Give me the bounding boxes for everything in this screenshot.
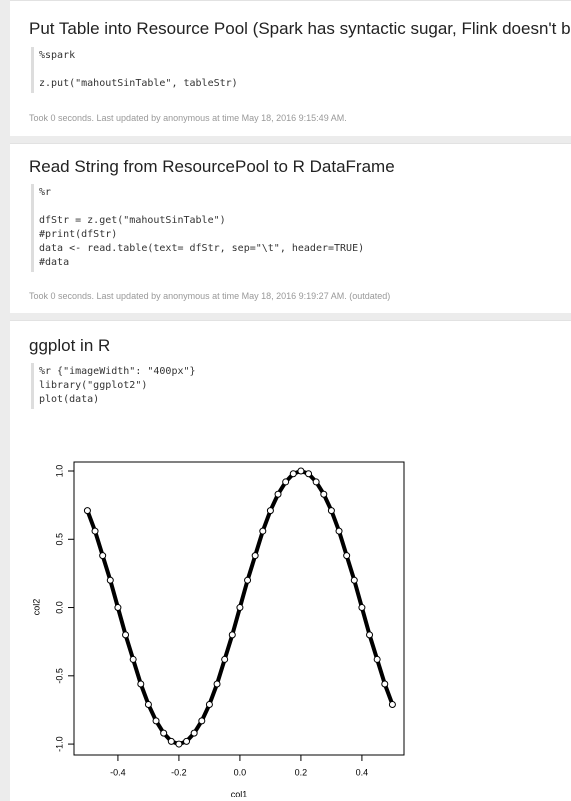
point [137,680,145,688]
code-line: plot(data) [39,394,100,405]
point [373,655,381,663]
point [251,552,259,560]
paragraph: Read String from ResourcePool to R DataF… [10,143,571,313]
code-line: %r [39,187,52,198]
point [343,552,351,560]
x-tick-label: -0.4 [110,767,126,777]
point [198,717,206,725]
point [175,740,183,748]
plot-frame [73,461,405,756]
code-line: library("ggplot2") [39,380,148,391]
point [183,737,191,745]
point [221,655,229,663]
point [114,604,122,612]
paragraph-title: Put Table into Resource Pool (Spark has … [29,19,571,38]
point [106,576,114,584]
code-line: %spark [39,50,76,61]
code-line: data <- read.table(text= dfStr, sep="\t"… [39,243,365,254]
point [228,631,236,639]
point [213,680,221,688]
y-axis-label: col2 [31,599,41,616]
point [236,604,244,612]
point [266,507,274,515]
point [366,631,374,639]
point [129,655,137,663]
paragraph-title: Read String from ResourcePool to R DataF… [29,157,395,176]
x-tick-label: -0.2 [171,767,187,777]
point [327,507,335,515]
code-line: #data [39,257,70,268]
y-tick-label: -0.5 [54,668,64,684]
point [91,527,99,535]
point [122,631,130,639]
point [83,507,91,515]
y-tick-label: 1.0 [54,465,64,478]
paragraph: Put Table into Resource Pool (Spark has … [10,0,571,136]
y-tick-label: -1.0 [54,736,64,752]
x-tick-label: 0.0 [234,767,247,777]
point [144,700,152,708]
point [274,490,282,498]
code-editor[interactable]: %spark z.put("mahoutSinTable", tableStr) [31,47,238,93]
point [388,700,396,708]
point [320,490,328,498]
code-editor[interactable]: %r {"imageWidth": "400px"} library("ggplo… [31,363,196,409]
code-line: z.put("mahoutSinTable", tableStr) [39,78,238,89]
x-tick-label: 0.2 [295,767,308,777]
point [289,470,297,478]
blank-line [39,63,238,77]
point [350,576,358,584]
x-axis-label: col1 [231,789,248,797]
point [312,478,320,486]
status-text: Took 0 seconds. Last updated by anonymou… [29,291,391,301]
point [190,729,198,737]
point [358,604,366,612]
point [335,527,343,535]
point [381,680,389,688]
point [167,737,175,745]
status-text: Took 0 seconds. Last updated by anonymou… [29,113,347,123]
point [205,700,213,708]
point [282,478,290,486]
point [259,527,267,535]
code-line: %r {"imageWidth": "400px"} [39,366,196,377]
point [305,470,313,478]
point [99,552,107,560]
point [244,576,252,584]
point [297,467,305,475]
paragraph-title: ggplot in R [29,336,111,355]
code-line: #print(dfStr) [39,229,118,240]
plot: col2 col1 -0.4 -0.2 0.0 0.2 0.4 -1.0 -0.5 0.0 0.… [31,461,405,797]
x-tick-label: 0.4 [356,767,369,777]
blank-line [39,200,364,214]
code-line: dfStr = z.get("mahoutSinTable") [39,215,226,226]
point [160,729,168,737]
code-editor[interactable]: %r dfStr = z.get("mahoutSinTable") #print(… [31,184,364,272]
y-tick-label: 0.0 [54,601,64,614]
point [152,717,160,725]
y-tick-label: 0.5 [54,533,64,546]
